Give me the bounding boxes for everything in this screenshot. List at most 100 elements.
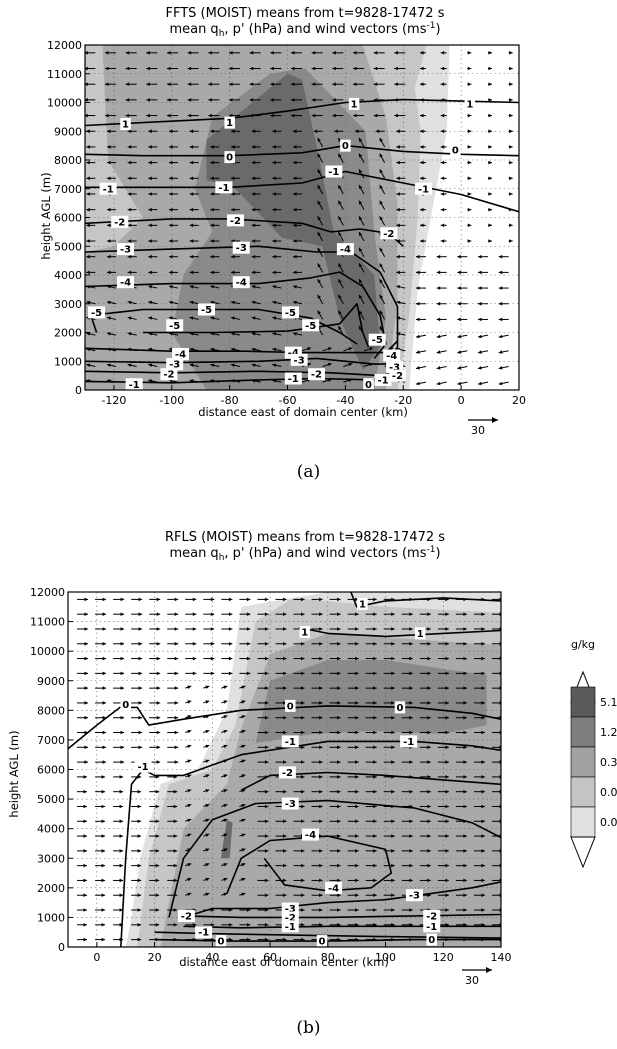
chart-b-wind-vector-head-247 xyxy=(264,834,269,838)
chart-a-wind-vector-head-138 xyxy=(210,285,215,289)
chart-a-contour-label-8: -1 xyxy=(218,183,229,194)
chart-b-wind-vector-head-294 xyxy=(301,849,305,853)
chart-b-wind-vector-head-449 xyxy=(409,686,413,690)
chart-a-wind-vector-head-402 xyxy=(457,286,461,290)
chart-a-wind-vector-head-47 xyxy=(127,332,132,336)
chart-a-wind-vector-head-459 xyxy=(509,82,513,86)
chart-b-wind-vector-head-87 xyxy=(138,715,143,720)
chart-b-wind-vector-head-293 xyxy=(301,863,305,868)
chart-b-wind-vector-head-377 xyxy=(355,686,359,690)
chart-a-vector-ref-head xyxy=(492,417,498,423)
chart-a-wind-vector-head-148 xyxy=(210,129,214,134)
chart-a-contour-label-7: -1 xyxy=(103,184,114,195)
chart-b-wind-vector-head-85 xyxy=(138,745,143,750)
chart-b-wind-vector-head-338 xyxy=(337,908,341,912)
chart-b-contour-label-8: -1 xyxy=(403,737,414,748)
chart-a-wind-vector-head-94 xyxy=(169,285,173,289)
chart-b-wind-vector-head-158 xyxy=(187,729,192,734)
chart-b-wind-vector-head-153 xyxy=(187,803,192,808)
chart-b-wind-vector-head-522 xyxy=(463,671,467,676)
chart-a-wind-vector-head-42 xyxy=(105,66,109,71)
chart-a-wind-vector-head-396 xyxy=(457,381,462,386)
chart-a-wind-vector-head-181 xyxy=(251,300,256,305)
chart-a-wind-vector-head-447 xyxy=(498,270,503,275)
chart-b-wind-vector-head-373 xyxy=(355,745,359,750)
chart-b-contour-line-8 xyxy=(183,913,501,919)
chart-b-wind-vector-head-53 xyxy=(119,863,124,868)
chart-a-wind-vector-head-202 xyxy=(272,316,277,320)
chart-a-contour-label-9: -1 xyxy=(328,167,339,178)
chart-b-wind-vector-head-410 xyxy=(391,908,395,912)
chart-b-wind-vector-head-549 xyxy=(481,627,485,631)
chart-b-wind-vector-head-207 xyxy=(223,715,228,719)
chart-a-wind-vector-head-105 xyxy=(167,113,171,118)
chart-a-wind-vector-head-45 xyxy=(127,363,132,367)
chart-a-contour-label-1: 1 xyxy=(226,118,233,129)
chart-b-wind-vector-head-300 xyxy=(301,760,305,764)
chart-b-wind-vector-head-119 xyxy=(156,597,161,602)
chart-a-wind-vector-head-177 xyxy=(251,363,256,367)
chart-b-wind-vector-head-467 xyxy=(427,775,431,779)
chart-a-wind-vector-head-96 xyxy=(169,254,173,259)
chart-a-wind-vector-head-145 xyxy=(210,176,214,181)
chart-a-wind-vector-head-247 xyxy=(317,294,321,299)
chart-a-wind-vector-head-395 xyxy=(440,51,445,55)
chart-b-wind-vector-head-31 xyxy=(101,834,106,838)
chart-a-contour-label-6: 0 xyxy=(452,145,459,156)
chart-a-wind-vector-head-341 xyxy=(396,207,400,212)
chart-a-contour-label-37: 0 xyxy=(365,380,372,391)
chart-b-ytick-label-10: 10000 xyxy=(30,645,65,658)
chart-a-wind-vector-head-70 xyxy=(148,316,153,320)
chart-a-contour-label-28: -3 xyxy=(169,360,180,371)
chart-a-wind-vector-head-271 xyxy=(338,263,342,268)
chart-b-wind-vector-head-340 xyxy=(337,878,341,883)
chart-b-wind-vector-head-353 xyxy=(337,686,341,690)
chart-a-wind-vector-head-356 xyxy=(416,317,420,322)
chart-a-wind-vector-head-318 xyxy=(379,216,383,221)
chart-a-wind-vector-head-440 xyxy=(498,381,503,386)
chart-a-wind-vector-head-185 xyxy=(251,239,256,243)
chart-b-wind-vector-head-22 xyxy=(84,612,88,616)
chart-a-wind-vector-head-423 xyxy=(478,301,482,306)
chart-a-wind-vector-head-312 xyxy=(379,310,383,315)
chart-b-wind-vector-head-177 xyxy=(205,803,210,808)
chart-b-wind-vector-head-308 xyxy=(301,642,305,646)
chart-b-wind-vector-head-133 xyxy=(174,745,179,750)
chart-b-wind-vector-head-35 xyxy=(101,775,106,779)
chart-a-contour-label-14: -3 xyxy=(120,245,131,256)
chart-a-wind-vector-head-200 xyxy=(272,347,277,352)
chart-b-wind-vector-head-328 xyxy=(319,701,323,705)
chart-b-wind-vector-head-517 xyxy=(463,745,467,750)
chart-b-wind-vector-head-197 xyxy=(223,863,228,867)
chart-b-wind-vector-head-439 xyxy=(409,834,413,838)
chart-b-contour-line-0 xyxy=(350,592,501,608)
chart-a-wind-vector-head-109 xyxy=(167,51,171,55)
panel-a: FFTS (MOIST) means from t=9828-17472 s m… xyxy=(0,0,617,500)
chart-b-contour-label-12: -4 xyxy=(328,883,339,894)
chart-a-wind-vector-head-427 xyxy=(488,239,492,243)
chart-b-wind-vector-head-160 xyxy=(187,700,192,704)
chart-a-wind-vector-head-279 xyxy=(338,137,342,142)
chart-b-wind-vector-head-356 xyxy=(337,642,341,646)
chart-a-wind-vector-head-215 xyxy=(270,113,274,118)
legend-level-0: 5.12 xyxy=(600,696,617,709)
chart-b-wind-vector-head-387 xyxy=(373,893,377,897)
chart-a-wind-vector-head-456 xyxy=(509,129,513,134)
chart-a-wind-vector-head-461 xyxy=(509,51,513,55)
chart-b-wind-vector-head-176 xyxy=(205,818,210,823)
chart-a-wind-vector-head-40 xyxy=(105,98,109,102)
chart-a-wind-vector-head-293 xyxy=(359,263,363,268)
chart-b-wind-vector-head-90 xyxy=(138,671,143,676)
chart-b-title: RFLS (MOIST) means from t=9828-17472 s xyxy=(165,530,445,545)
chart-b-contour-line-7 xyxy=(183,881,501,919)
chart-b-wind-vector-head-348 xyxy=(337,760,341,764)
chart-b-wind-vector-head-258 xyxy=(264,671,269,676)
chart-a-wind-vector-head-231 xyxy=(293,207,297,212)
chart-b-wind-vector-head-497 xyxy=(445,686,449,690)
chart-b-wind-vector-head-446 xyxy=(409,730,413,735)
chart-b-wind-vector-head-99 xyxy=(155,893,160,897)
chart-a-wind-vector-head-343 xyxy=(396,176,400,181)
chart-b-wind-vector-head-190 xyxy=(210,612,215,616)
chart-a-wind-vector-head-208 xyxy=(272,223,276,228)
chart-b-wind-vector-head-95 xyxy=(138,597,143,602)
